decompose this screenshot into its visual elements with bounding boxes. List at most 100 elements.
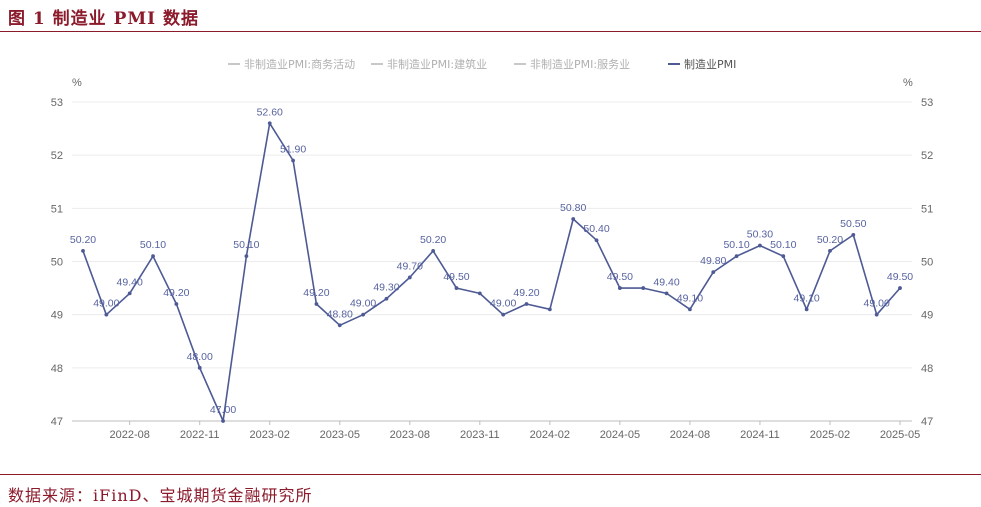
top-divider — [0, 31, 981, 32]
y-tick-right: 51 — [921, 203, 933, 215]
y-tick-left: 48 — [51, 363, 63, 375]
data-label: 49.10 — [793, 292, 819, 304]
data-label: 51.90 — [280, 143, 306, 155]
data-label: 49.00 — [490, 298, 516, 310]
legend-item[interactable]: 非制造业PMI:建筑业 — [387, 57, 487, 71]
data-point — [291, 158, 295, 163]
legend-item[interactable]: 非制造业PMI:商务活动 — [244, 57, 355, 71]
right-axis-unit: % — [903, 77, 913, 89]
data-label: 49.30 — [373, 282, 399, 294]
data-label: 49.20 — [163, 287, 189, 299]
left-y-axis: 47 48 49 50 51 52 53 — [51, 97, 63, 428]
data-label: 48.80 — [327, 308, 353, 320]
data-point — [711, 270, 716, 275]
data-label: 50.20 — [420, 234, 446, 246]
data-point — [314, 302, 319, 306]
left-axis-unit: % — [72, 77, 82, 89]
gridlines — [72, 101, 912, 369]
data-label: 49.50 — [607, 271, 633, 283]
right-y-axis: 47 48 49 50 51 52 53 — [921, 97, 933, 428]
x-tick-label: 2024-02 — [530, 429, 570, 441]
y-tick-left: 52 — [51, 150, 63, 162]
series-layer — [81, 121, 902, 423]
y-tick-left: 51 — [51, 203, 63, 215]
data-point — [127, 291, 132, 296]
data-point — [501, 312, 506, 317]
x-tick-label: 2022-08 — [109, 429, 149, 441]
data-point — [781, 254, 786, 259]
data-point — [81, 248, 85, 253]
y-tick-right: 52 — [921, 150, 933, 162]
data-point — [197, 365, 202, 370]
data-labels-layer: 50.20 49.00 49.40 50.10 49.20 48.00 47.00 50.10… — [70, 106, 913, 416]
data-label: 49.50 — [887, 271, 913, 283]
data-point — [898, 286, 902, 290]
data-label: 50.30 — [747, 229, 773, 241]
data-point — [174, 302, 179, 306]
data-label: 50.20 — [817, 234, 843, 246]
data-point — [454, 286, 459, 290]
x-tick-label: 2023-02 — [250, 429, 290, 441]
x-tick-label: 2023-08 — [390, 429, 430, 441]
data-point — [431, 248, 436, 253]
data-point — [337, 323, 342, 328]
data-label: 47.00 — [210, 404, 236, 416]
legend-item[interactable]: 非制造业PMI:服务业 — [530, 57, 630, 71]
x-tick-label: 2024-08 — [670, 429, 710, 441]
y-tick-right: 48 — [921, 363, 933, 375]
data-label: 50.40 — [583, 223, 609, 235]
data-label: 49.00 — [350, 298, 376, 310]
data-point — [361, 312, 366, 317]
y-tick-left: 50 — [51, 257, 63, 269]
data-label: 50.10 — [770, 239, 796, 251]
data-label: 50.80 — [560, 202, 586, 214]
data-point — [617, 286, 622, 290]
y-tick-right: 53 — [921, 97, 933, 109]
data-point — [594, 238, 599, 243]
data-point — [407, 275, 412, 280]
x-tick-label: 2024-05 — [600, 429, 640, 441]
x-tick-label: 2023-05 — [320, 429, 360, 441]
y-tick-right: 49 — [921, 310, 933, 322]
x-tick-label: 2022-11 — [180, 429, 220, 441]
data-point — [151, 254, 155, 259]
data-point — [804, 307, 809, 312]
data-label: 52.60 — [257, 106, 283, 118]
y-tick-left: 47 — [51, 416, 63, 428]
data-point — [688, 307, 692, 312]
data-label: 50.10 — [140, 239, 166, 251]
y-tick-right: 50 — [921, 257, 933, 269]
series-line-manufacturing-pmi — [82, 122, 901, 422]
bottom-divider — [0, 474, 981, 475]
data-point — [104, 312, 109, 317]
data-point — [244, 254, 249, 259]
data-label: 49.20 — [303, 287, 329, 299]
data-point — [524, 302, 529, 306]
data-label: 49.40 — [117, 276, 143, 288]
figure-title: 图 1 制造业 PMI 数据 — [8, 9, 200, 29]
chart-legend: 非制造业PMI:商务活动 非制造业PMI:建筑业 非制造业PMI:服务业 制造业PMI — [228, 57, 736, 71]
x-tick-label: 2025-05 — [880, 429, 920, 441]
x-tick-label: 2025-02 — [810, 429, 850, 441]
data-point — [384, 296, 389, 301]
data-point — [734, 254, 739, 259]
x-tick-label: 2023-11 — [460, 429, 500, 441]
legend-item[interactable]: 制造业PMI — [684, 57, 736, 71]
data-label: 49.80 — [700, 255, 726, 267]
data-point — [477, 291, 482, 296]
data-point — [547, 307, 552, 312]
pmi-line-chart: 非制造业PMI:商务活动 非制造业PMI:建筑业 非制造业PMI:服务业 制造业PMI… — [51, 57, 934, 441]
data-point — [874, 312, 879, 317]
data-label: 50.10 — [723, 239, 749, 251]
data-point — [641, 286, 646, 290]
y-tick-right: 47 — [921, 416, 933, 428]
data-point — [267, 121, 272, 126]
data-label: 49.70 — [397, 260, 423, 272]
data-label: 49.50 — [443, 271, 469, 283]
data-point — [851, 233, 856, 237]
data-label: 49.00 — [93, 298, 119, 310]
data-label: 49.20 — [513, 287, 539, 299]
y-tick-left: 53 — [51, 97, 63, 109]
data-point — [221, 419, 225, 423]
data-point — [758, 243, 762, 248]
